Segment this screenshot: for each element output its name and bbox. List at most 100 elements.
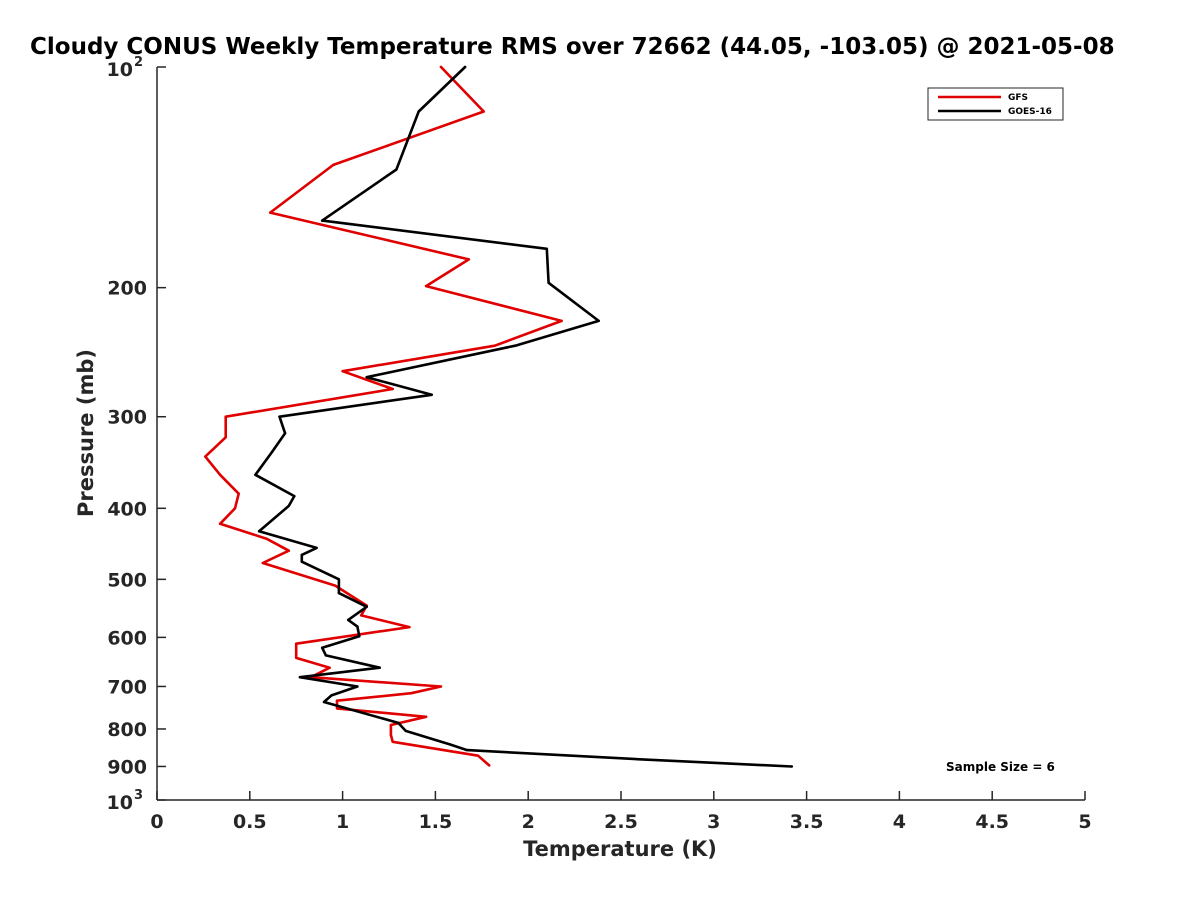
x-tick-label: 4.5 <box>975 811 1009 833</box>
data-point <box>476 754 480 757</box>
data-point <box>463 65 467 69</box>
x-tick-label: 3 <box>707 811 720 833</box>
data-point <box>493 344 496 347</box>
data-point <box>465 748 469 752</box>
data-point <box>295 656 298 660</box>
series-points-gfs <box>204 65 563 767</box>
data-point <box>389 733 393 737</box>
data-point <box>322 700 326 704</box>
data-point <box>391 740 394 744</box>
data-point <box>287 549 290 552</box>
data-point <box>320 646 324 650</box>
data-point <box>224 436 227 439</box>
data-point <box>356 685 359 688</box>
y-tick-label: 10 <box>107 792 133 814</box>
y-tick-label: 700 <box>107 676 147 698</box>
data-point <box>300 553 303 557</box>
y-tick-label: 900 <box>107 756 147 778</box>
series-layer <box>204 65 794 768</box>
data-point <box>298 676 302 679</box>
data-point <box>389 723 393 727</box>
chart-title: Cloudy CONUS Weekly Temperature RMS over… <box>30 34 1115 60</box>
data-point <box>218 522 222 526</box>
data-point <box>547 281 550 285</box>
legend-label-gfs: GFS <box>1008 93 1028 103</box>
data-point <box>356 625 359 628</box>
data-point <box>218 473 222 476</box>
data-point <box>346 618 350 622</box>
data-point <box>204 455 207 458</box>
y-tick-label: 200 <box>107 278 147 300</box>
series-points-goes16 <box>254 65 793 768</box>
data-point <box>638 758 641 761</box>
data-point <box>341 369 344 373</box>
data-point <box>790 765 793 768</box>
data-point <box>358 635 361 638</box>
data-point <box>417 110 420 113</box>
data-point <box>330 694 333 697</box>
data-point <box>560 319 563 323</box>
data-point <box>359 614 363 617</box>
x-tick-label: 5 <box>1078 811 1091 833</box>
data-point <box>315 546 318 550</box>
data-point <box>337 591 341 595</box>
data-point <box>449 743 452 746</box>
data-point <box>278 415 281 418</box>
x-tick-label: 2.5 <box>604 811 638 833</box>
legend: GFS GOES-16 <box>927 87 1064 121</box>
data-point <box>430 393 433 396</box>
data-point <box>254 473 257 476</box>
data-point <box>378 666 381 669</box>
data-point <box>237 492 240 495</box>
data-point <box>320 219 324 222</box>
x-tick-label: 2 <box>522 811 535 833</box>
data-point <box>233 507 237 510</box>
x-tick-label: 1.5 <box>419 811 453 833</box>
legend-box <box>927 87 1064 121</box>
y-tick-label: 600 <box>107 627 147 649</box>
data-point <box>293 494 296 498</box>
y-tick-label: 10 <box>107 59 133 81</box>
data-point <box>270 450 274 454</box>
x-axis-label: Temperature (K) <box>523 837 717 861</box>
data-point <box>300 560 303 563</box>
legend-label-goes16: GOES-16 <box>1008 107 1052 117</box>
x-axis-ticks: 0 0.5 1 1.5 2 2.5 3 3.5 4 4.5 5 <box>150 791 1092 833</box>
data-point <box>261 561 264 565</box>
x-tick-label: 1 <box>336 811 349 833</box>
data-point <box>545 247 548 250</box>
data-point <box>333 584 337 587</box>
data-point <box>514 344 517 347</box>
data-point <box>257 530 261 533</box>
y-tick-label: 500 <box>107 569 147 591</box>
series-line-gfs <box>204 65 563 767</box>
series-line-goes16 <box>254 65 794 768</box>
x-tick-label: 4 <box>893 811 906 833</box>
data-point <box>397 721 400 725</box>
x-tick-label: 0 <box>150 811 163 833</box>
sample-size-annotation: Sample Size = 6 <box>946 760 1055 774</box>
data-point <box>424 284 428 288</box>
data-point <box>335 699 339 702</box>
data-point <box>467 258 471 261</box>
data-point <box>324 654 328 657</box>
data-point <box>482 110 485 113</box>
data-point <box>408 625 411 629</box>
data-point <box>439 65 443 69</box>
y-tick-exponent: 3 <box>134 788 143 803</box>
data-point <box>365 376 368 379</box>
x-tick-label: 0.5 <box>233 811 267 833</box>
y-tick-label: 800 <box>107 719 147 741</box>
y-tick-exponent: 2 <box>134 55 143 70</box>
x-tick-label: 3.5 <box>790 811 824 833</box>
data-point <box>295 642 298 645</box>
data-point <box>439 685 443 688</box>
data-point <box>391 387 394 391</box>
data-point <box>597 319 600 323</box>
plot-area: 0 0.5 1 1.5 2 2.5 3 3.5 4 4.5 5 10 2200300400500600… <box>107 55 1092 833</box>
data-point <box>328 666 331 669</box>
data-point <box>424 715 428 718</box>
data-point <box>404 729 407 733</box>
data-point <box>335 707 339 710</box>
